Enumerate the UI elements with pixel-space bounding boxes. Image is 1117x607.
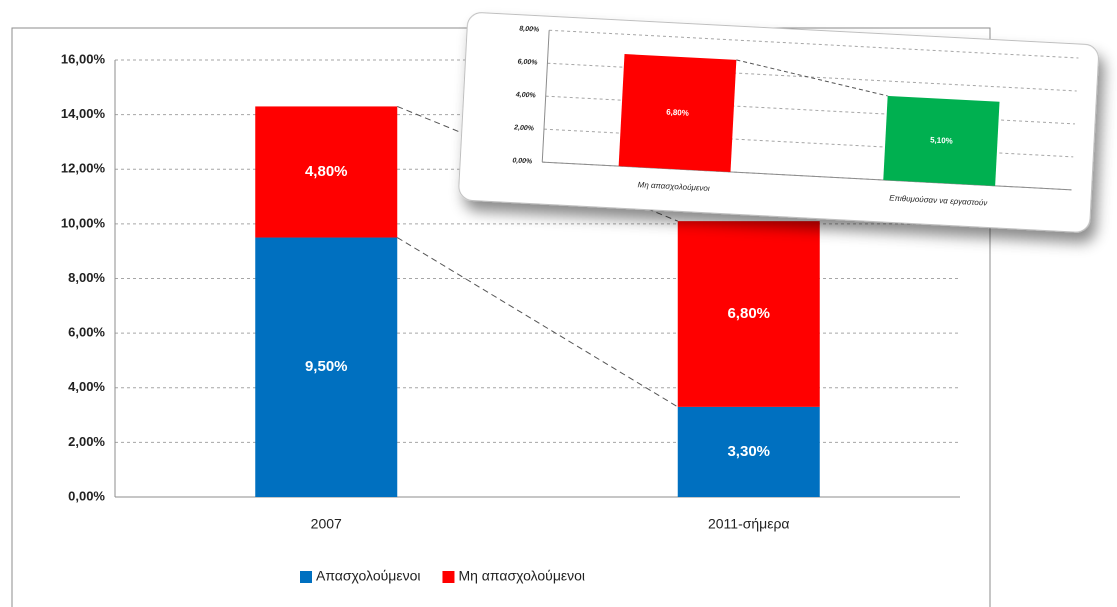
bar-segment [255, 106, 398, 238]
value-label: 6,80% [666, 108, 689, 118]
grid-line [543, 128, 1074, 158]
x-tick-label: Μη απασχολούμενοι [637, 180, 710, 193]
y-tick-label: 8,00% [519, 26, 540, 34]
bar [618, 54, 737, 172]
grid-line [545, 95, 1076, 125]
grid-line [547, 62, 1077, 92]
value-label: 3,30% [727, 443, 770, 460]
bar [883, 95, 1000, 186]
grid-line [549, 29, 1079, 59]
value-label: 6,80% [727, 305, 770, 322]
inset-frame [458, 12, 1099, 233]
legend-swatch [442, 571, 455, 583]
y-tick-label: 2,00% [513, 124, 535, 132]
y-tick-label: 2,00% [68, 434, 105, 449]
x-tick-label: 2007 [311, 516, 342, 532]
y-tick-label: 16,00% [61, 51, 106, 66]
value-label: 5,10% [930, 135, 953, 145]
y-tick-label: 4,00% [515, 91, 537, 99]
value-label: 9,50% [305, 358, 348, 375]
legend-label: Μη απασχολούμενοι [458, 568, 585, 584]
y-tick-label: 12,00% [61, 161, 106, 176]
series-line [396, 237, 679, 408]
bar-segment [677, 221, 820, 407]
y-tick-label: 14,00% [61, 106, 106, 121]
y-tick-label: 6,00% [517, 59, 538, 67]
y-axis [541, 30, 550, 163]
inset-chart: 0,00% 2,00% 4,00% 6,00% 8,00% Μη απασχολούμεν… [458, 12, 1099, 233]
series-line [736, 59, 888, 97]
bar-segment [255, 237, 398, 497]
legend-swatch [300, 571, 312, 583]
bar-segment [677, 406, 820, 497]
y-tick-label: 10,00% [61, 215, 106, 230]
y-tick-label: 4,00% [68, 379, 105, 394]
y-tick-label: 6,00% [68, 325, 105, 340]
x-tick-label: 2011-σήμερα [708, 516, 790, 532]
y-tick-label: 0,00% [512, 157, 533, 165]
main-chart: 0,00% 2,00% 4,00% 6,00% 8,00% 10,00% 12,00% 14,… [61, 51, 960, 584]
y-tick-label: 8,00% [68, 270, 105, 285]
y-tick-label: 0,00% [68, 488, 105, 503]
legend-label: Απασχολούμενοι [316, 568, 420, 584]
value-label: 4,80% [305, 163, 348, 180]
